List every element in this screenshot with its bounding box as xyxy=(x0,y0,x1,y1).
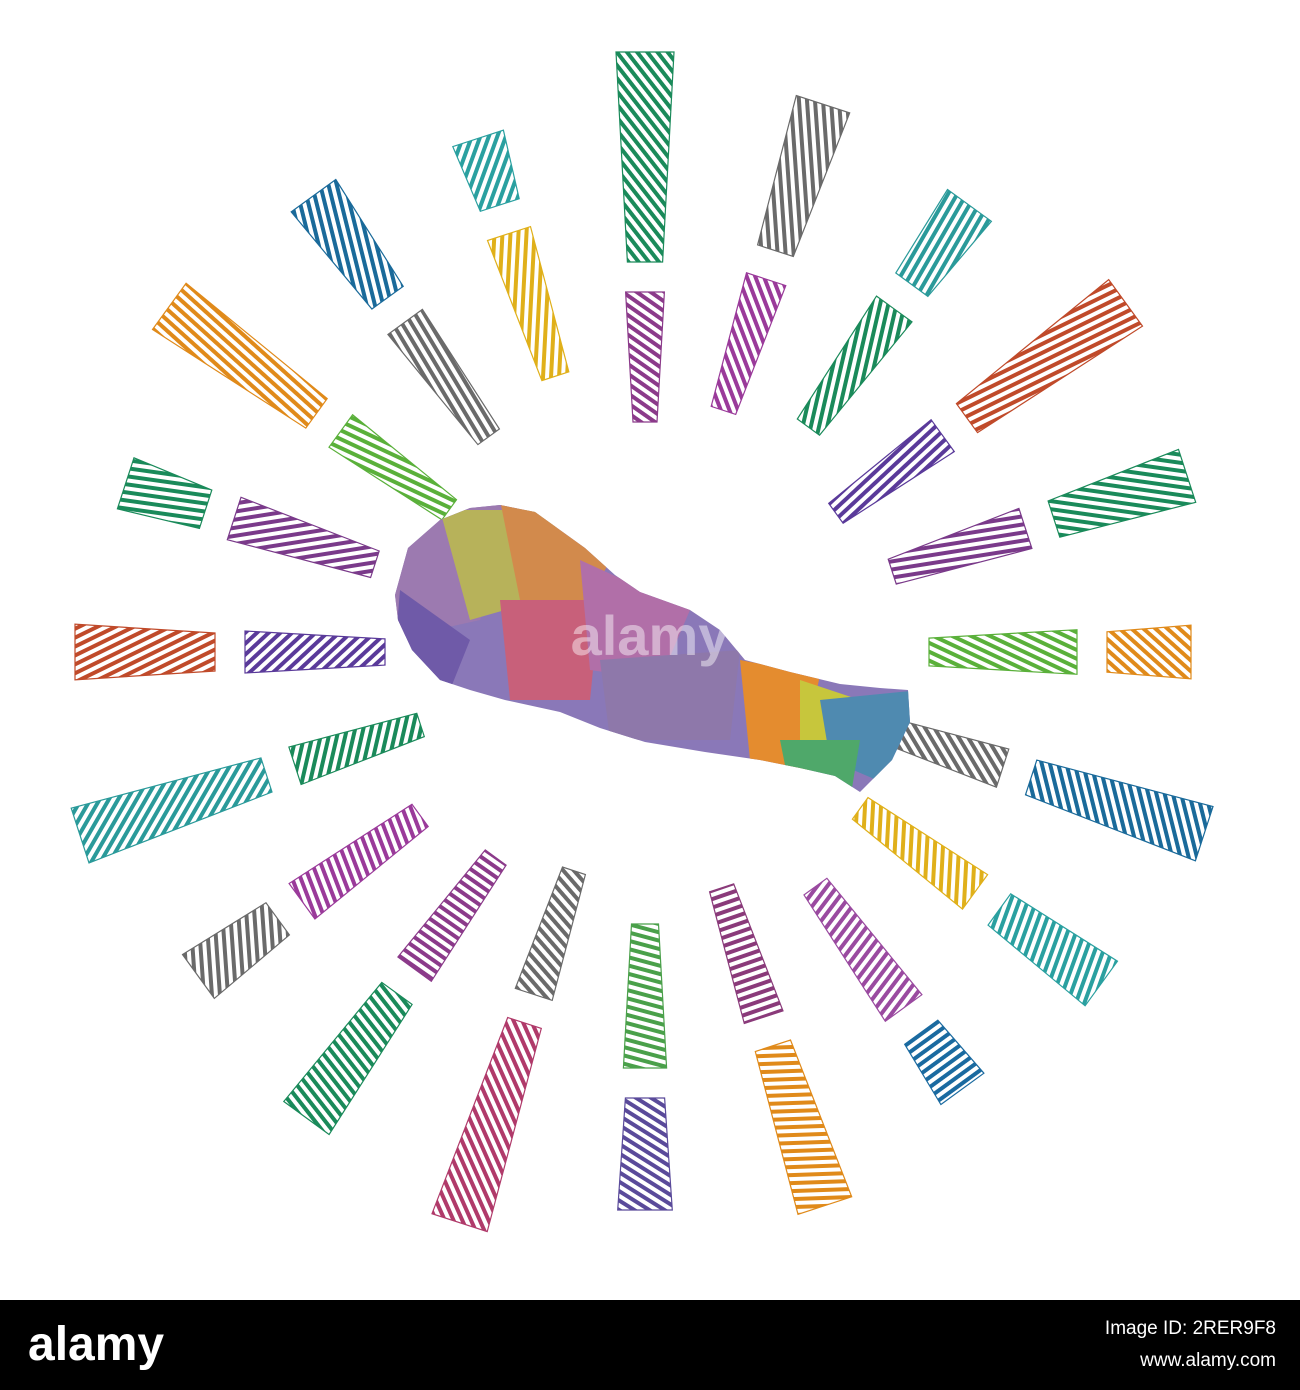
ray-segment xyxy=(288,712,426,786)
ray-segment xyxy=(903,1019,985,1106)
ray-segment xyxy=(226,496,380,579)
ray-segment xyxy=(851,796,989,910)
ray-segment xyxy=(617,1097,673,1211)
ray-segment xyxy=(928,629,1078,675)
ray-segment xyxy=(486,225,570,382)
footer-bar xyxy=(0,1300,1300,1390)
ray-segment xyxy=(397,849,507,983)
map-region xyxy=(580,560,690,680)
ray-segment xyxy=(827,418,956,525)
map-region xyxy=(500,600,600,700)
ray-segment xyxy=(615,51,675,263)
ray-segment xyxy=(514,866,587,1002)
ray-segment xyxy=(181,901,291,1000)
ray-segment xyxy=(622,923,668,1069)
ray-segment xyxy=(451,129,520,213)
ray-segment xyxy=(282,981,413,1136)
ray-segment xyxy=(151,282,329,429)
image-id: Image ID: 2RER9F8 xyxy=(1105,1318,1276,1339)
ray-segment xyxy=(387,308,501,446)
watermark: alamy xyxy=(571,604,730,667)
ray-segment xyxy=(74,623,216,681)
footer-url: www.alamy.com xyxy=(1139,1350,1276,1371)
ray-segment xyxy=(244,630,386,674)
sunburst-rays xyxy=(70,51,1214,1233)
ray-segment xyxy=(1106,624,1192,680)
ray-segment xyxy=(708,883,784,1025)
ray-segment xyxy=(756,94,851,258)
ray-segment xyxy=(290,178,405,310)
ray-segment xyxy=(887,507,1033,585)
footer-logo: alamy xyxy=(28,1318,164,1371)
ray-segment xyxy=(710,272,787,416)
ray-segment xyxy=(70,757,273,864)
ray-segment xyxy=(803,877,923,1023)
ray-segment xyxy=(1047,448,1197,538)
ray-segment xyxy=(328,413,458,521)
map-region xyxy=(600,650,740,740)
ray-segment xyxy=(796,295,913,437)
ray-segment xyxy=(894,188,993,298)
ray-segment xyxy=(1024,759,1214,862)
ray-segment xyxy=(955,278,1144,434)
ray-segment xyxy=(116,456,213,530)
map-region xyxy=(395,590,470,690)
ray-segment xyxy=(624,291,666,423)
ray-segment xyxy=(754,1039,853,1216)
ray-segment xyxy=(288,803,430,920)
ray-segment xyxy=(431,1016,543,1233)
map-region xyxy=(780,740,860,792)
ray-segment xyxy=(987,892,1119,1007)
